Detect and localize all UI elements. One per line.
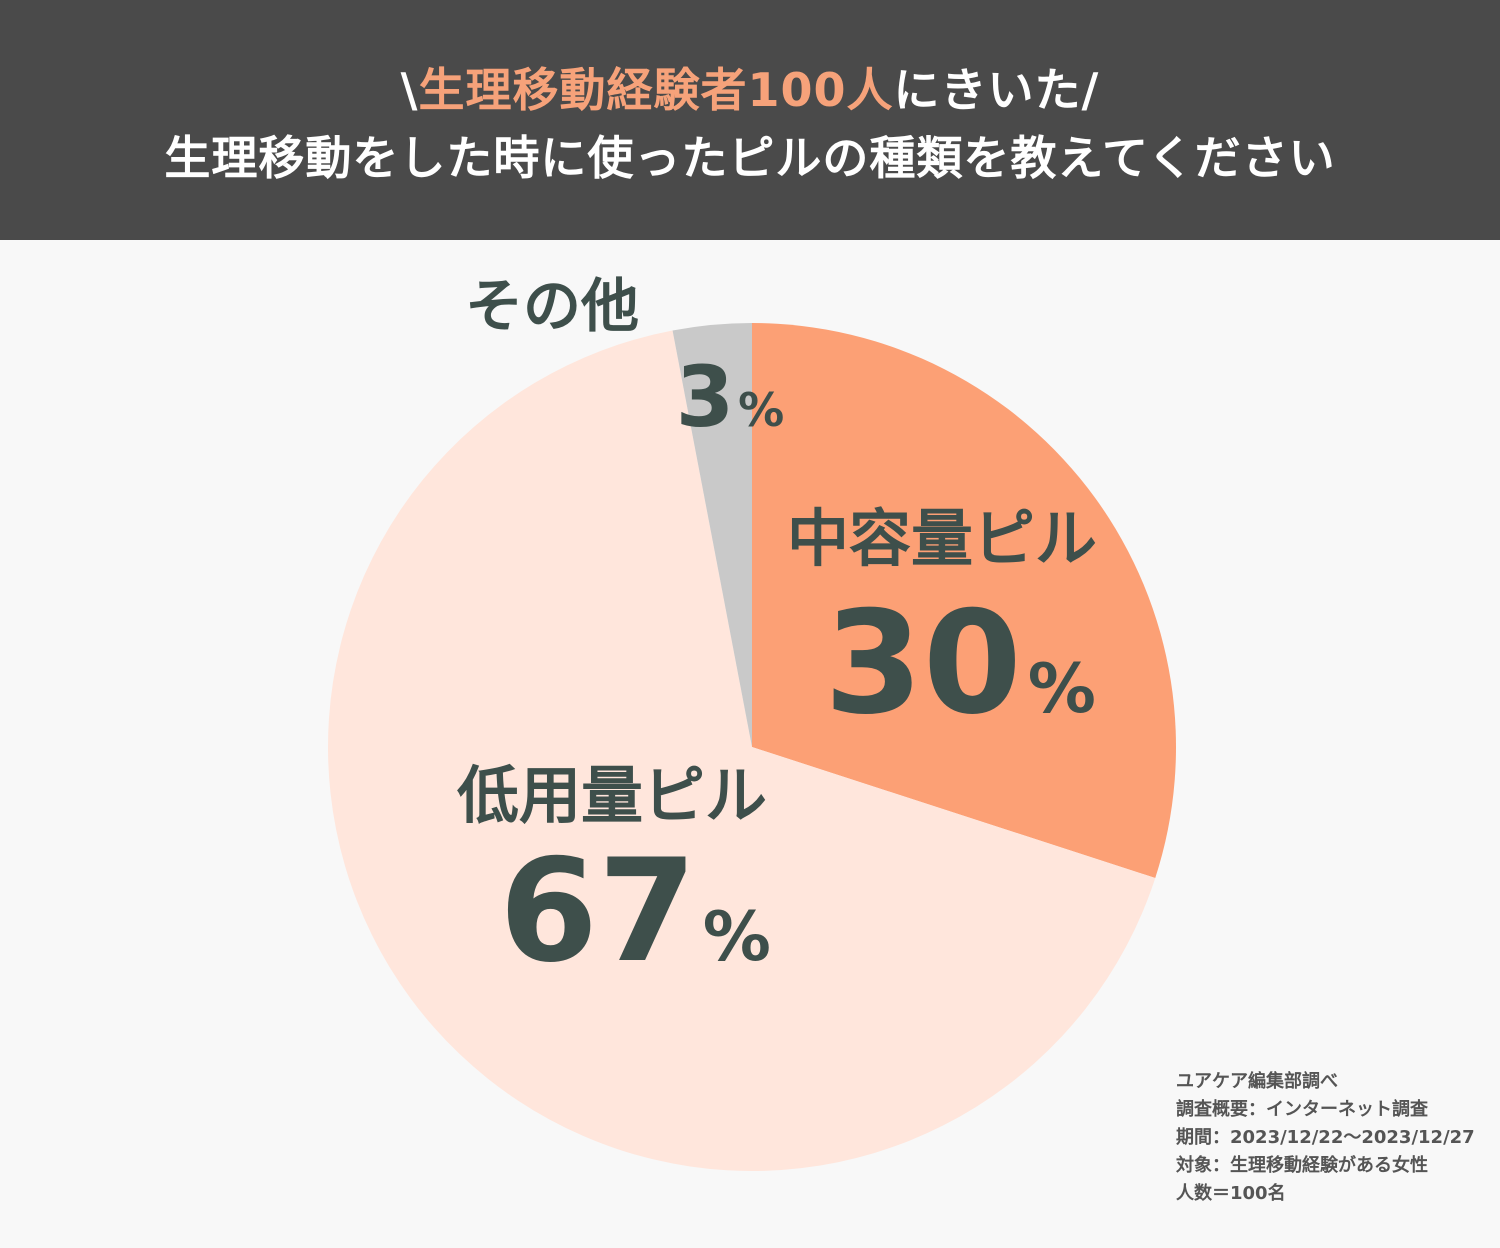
slice-value-low-dose: 67% <box>499 829 771 994</box>
pie-slices <box>327 323 1176 1171</box>
slice-value-number-low-dose: 67 <box>499 829 697 994</box>
header-banner: \生理移動経験者100人にきいた/ 生理移動をした時に使ったピルの種類を教えてく… <box>0 0 1500 240</box>
slice-value-unit-medium-dose: % <box>1028 650 1096 729</box>
pie-slice-low-dose <box>327 330 1156 1171</box>
slice-value-unit-low-dose: % <box>703 898 771 977</box>
chart-title-line2: 生理移動をした時に使ったピルの種類を教えてください <box>164 131 1336 185</box>
title-suffix: にきいた/ <box>893 63 1100 117</box>
slice-value-number-other: 3 <box>676 348 734 446</box>
note-source: ユアケア編集部調べ <box>1176 1071 1338 1092</box>
title-highlight: 生理移動経験者100人 <box>418 63 894 117</box>
note-method: 調査概要：インターネット調査 <box>1176 1099 1428 1120</box>
note-count: 人数＝100名 <box>1176 1183 1286 1204</box>
title-prefix: \ <box>400 63 419 117</box>
pie-slice-medium-dose <box>752 323 1176 879</box>
slice-label-medium-dose: 中容量ピル <box>787 502 1097 575</box>
note-period: 期間：2023/12/22～2023/12/27 <box>1176 1127 1475 1148</box>
pie-slice-other <box>672 323 752 747</box>
slice-value-other: 3% <box>676 348 785 446</box>
note-target: 対象：生理移動経験がある女性 <box>1176 1155 1428 1176</box>
slice-label-other: その他 <box>465 272 639 340</box>
chart-title-line1: \生理移動経験者100人にきいた/ <box>0 62 1500 118</box>
slice-value-unit-other: % <box>738 383 784 437</box>
slice-label-low-dose: 低用量ピル <box>457 759 767 832</box>
survey-notes: ユアケア編集部調べ 調査概要：インターネット調査 期間：2023/12/22～2… <box>1176 1068 1475 1208</box>
slice-value-medium-dose: 30% <box>824 581 1096 746</box>
slice-value-number-medium-dose: 30 <box>824 581 1022 746</box>
